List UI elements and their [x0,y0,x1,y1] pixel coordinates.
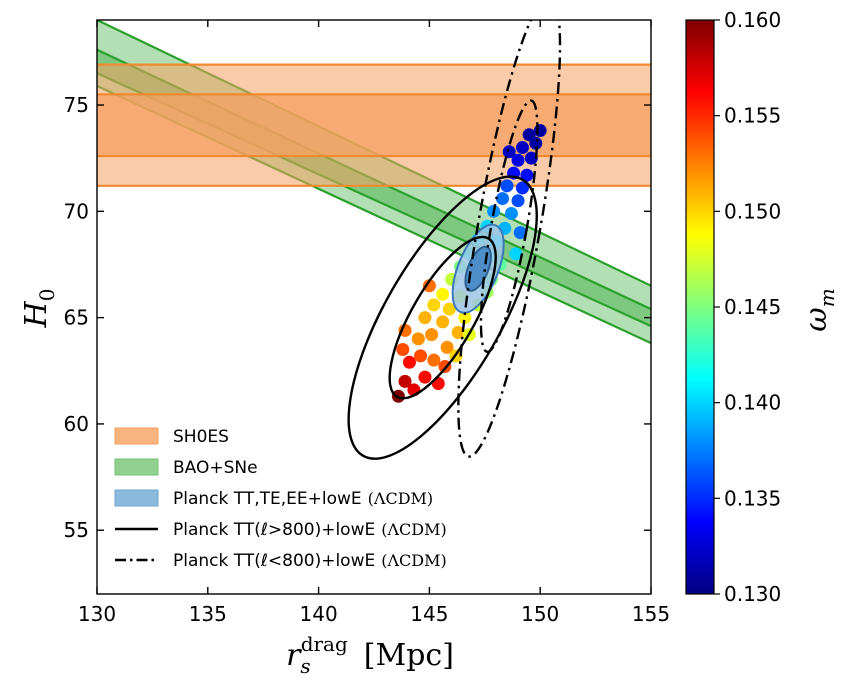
x-tick-label: 150 [521,602,559,626]
x-tick-label: 135 [189,602,227,626]
sample-point [522,128,536,142]
colorbar-label: ωm [799,288,839,331]
bands [97,20,651,345]
sample-point [396,343,410,357]
sample-point [451,326,465,340]
x-tick-label: 155 [632,602,670,626]
x-tick-label: 130 [78,602,116,626]
axis-ticks: 130 135 140 145 150 155 55 60 65 70 75 [64,20,670,626]
sample-point [425,328,439,342]
x-tick-label: 140 [300,602,338,626]
colorbar-tick-label: 0.155 [724,104,781,128]
sample-point [418,370,432,384]
legend-swatch [114,489,159,507]
colorbar-tick-label: 0.145 [724,295,781,319]
legend-swatch [114,458,159,476]
legend: SH0ES BAO+SNe Planck TT,TE,EE+lowE (ΛCDM) Pl… [114,427,447,571]
sample-point [422,279,436,293]
sample-point [511,194,525,208]
sample-point [442,302,456,316]
plot-frame [96,19,652,595]
sample-point [398,374,412,388]
y-tick-label: 70 [64,199,89,223]
colorbar: 0.130 0.135 0.140 0.145 0.150 0.155 0.160 ωm [685,8,839,606]
sample-point [500,179,514,193]
colorbar-tick-label: 0.140 [724,391,781,415]
sample-point [496,192,510,206]
y-tick-label: 65 [64,306,89,330]
sample-point [502,145,516,159]
legend-item: Planck TT,TE,EE+lowE (ΛCDM) [114,489,433,509]
sample-point [458,311,472,325]
sample-point [402,355,416,369]
y-axis-label: H0 [19,289,59,329]
sample-point [411,332,425,346]
y-tick-label: 75 [64,93,89,117]
sample-point [520,168,534,182]
sample-point [513,226,527,240]
sample-point [414,349,428,363]
sample-point [515,141,529,155]
sample-point [440,340,454,354]
sample-point [509,247,523,261]
sample-point [524,151,538,165]
y-tick-label: 60 [64,412,89,436]
legend-swatch [114,427,159,445]
colorbar-tick-label: 0.135 [724,486,781,510]
plot-area [97,20,651,460]
colorbar-ticks: 0.130 0.135 0.140 0.145 0.150 0.155 0.160 [714,8,781,606]
colorbar-tick-label: 0.150 [724,199,781,223]
legend-item: BAO+SNe [114,458,258,478]
legend-label: Planck TT,TE,EE+lowE (ΛCDM) [173,489,433,509]
legend-label: Planck TT(ℓ<800)+lowE (ΛCDM) [173,551,447,571]
sample-point [436,287,450,301]
sample-point [515,181,529,195]
low-l-contour-2sigma [457,20,562,458]
colorbar-gradient [685,19,715,595]
sample-point [504,206,518,220]
x-axis-label: rsdrag [Mpc] [286,632,454,678]
sample-point [533,124,547,138]
legend-label: Planck TT(ℓ>800)+lowE (ΛCDM) [173,520,447,540]
sample-point [418,311,432,325]
y-tick-label: 55 [64,518,89,542]
legend-label: SH0ES [173,427,229,447]
colorbar-tick-label: 0.130 [724,582,781,606]
sample-point [511,153,525,167]
planck-full-contour-1sigma [464,245,492,292]
legend-item: Planck TT(ℓ>800)+lowE (ΛCDM) [115,520,447,540]
low-l-contour-1sigma [479,99,539,354]
sample-point [427,353,441,367]
legend-item: Planck TT(ℓ<800)+lowE (ΛCDM) [115,551,447,571]
sample-point [427,298,441,312]
legend-item: SH0ES [114,427,229,447]
x-tick-label: 145 [410,602,448,626]
contours [347,20,562,460]
sample-point [436,315,450,329]
shoes-band-1sigma [97,94,651,157]
colorbar-tick-label: 0.160 [724,8,781,32]
legend-label: BAO+SNe [173,458,258,478]
